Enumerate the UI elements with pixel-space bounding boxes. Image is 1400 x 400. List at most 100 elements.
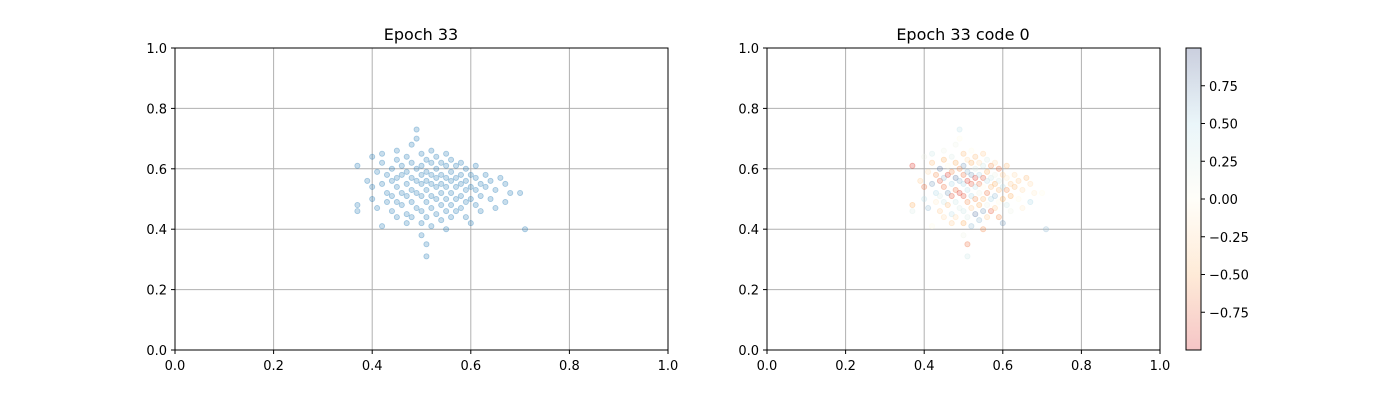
scatter-point <box>413 165 420 172</box>
scatter-point <box>995 199 1002 206</box>
x-tick-label: 0.2 <box>835 359 856 374</box>
scatter-point <box>517 189 524 196</box>
chart-right-frame <box>766 47 1161 351</box>
scatter-point <box>418 208 425 215</box>
scatter-point <box>369 183 376 190</box>
scatter-point <box>988 208 995 215</box>
chart-right-ticks: 0.0 0.2 0.4 0.6 0.8 1.0 0.0 0.2 0.4 0.6 0.8 1.0 <box>738 42 1170 374</box>
scatter-point <box>383 189 390 196</box>
scatter-point <box>443 226 450 233</box>
scatter-point <box>448 214 455 221</box>
scatter-point <box>972 174 979 181</box>
scatter-point <box>443 174 450 181</box>
scatter-point <box>952 199 959 206</box>
scatter-point <box>393 199 400 206</box>
scatter-point <box>1019 205 1026 212</box>
scatter-point <box>462 214 469 221</box>
scatter-point <box>999 220 1006 227</box>
scatter-point <box>408 159 415 166</box>
scatter-point <box>487 177 494 184</box>
x-tick-label: 0.0 <box>757 359 778 374</box>
x-tick-label: 0.4 <box>362 359 383 374</box>
scatter-point <box>917 177 924 184</box>
scatter-point <box>453 208 460 215</box>
scatter-point <box>374 168 381 175</box>
scatter-point <box>1011 171 1018 178</box>
scatter-point <box>438 202 445 209</box>
scatter-point <box>457 180 464 187</box>
scatter-point <box>438 171 445 178</box>
scatter-point <box>482 171 489 178</box>
scatter-point <box>418 171 425 178</box>
scatter-point <box>472 174 479 181</box>
scatter-point <box>968 159 975 166</box>
scatter-point <box>984 214 991 221</box>
y-tick-label: 0.6 <box>146 163 167 178</box>
scatter-point <box>1039 189 1046 196</box>
x-tick-label: 0.6 <box>992 359 1013 374</box>
scatter-point <box>379 180 386 187</box>
scatter-point <box>462 199 469 206</box>
scatter-point <box>968 180 975 187</box>
scatter-point <box>976 202 983 209</box>
scatter-point <box>936 192 943 199</box>
x-tick-label: 0.8 <box>559 359 580 374</box>
scatter-point <box>457 159 464 166</box>
scatter-point <box>995 186 1002 193</box>
scatter-point <box>999 183 1006 190</box>
scatter-point <box>433 183 440 190</box>
scatter-point <box>988 174 995 181</box>
scatter-point <box>443 195 450 202</box>
scatter-point <box>482 183 489 190</box>
scatter-point <box>354 208 361 215</box>
scatter-point <box>960 208 967 215</box>
scatter-point <box>1003 186 1010 193</box>
scatter-point <box>393 156 400 163</box>
scatter-point <box>502 180 509 187</box>
scatter-point <box>398 162 405 169</box>
scatter-point <box>443 208 450 215</box>
scatter-point <box>472 202 479 209</box>
chart-right-points <box>909 126 1050 260</box>
scatter-point <box>423 186 430 193</box>
scatter-point <box>492 186 499 193</box>
scatter-point <box>948 168 955 175</box>
chart-left-frame <box>174 47 669 351</box>
scatter-point <box>948 153 955 160</box>
colorbar-tick-label: −0.75 <box>1209 306 1249 321</box>
scatter-point <box>980 226 987 233</box>
scatter-point <box>398 202 405 209</box>
scatter-point <box>457 192 464 199</box>
scatter-point <box>354 202 361 209</box>
scatter-point <box>932 189 939 196</box>
scatter-point <box>932 199 939 206</box>
scatter-point <box>428 171 435 178</box>
scatter-point <box>403 192 410 199</box>
scatter-point <box>925 205 932 212</box>
scatter-point <box>393 147 400 154</box>
scatter-point <box>976 159 983 166</box>
scatter-point <box>379 223 386 230</box>
scatter-point <box>980 208 987 215</box>
scatter-point <box>418 162 425 169</box>
scatter-point <box>487 195 494 202</box>
scatter-point <box>984 156 991 163</box>
scatter-point <box>976 217 983 224</box>
scatter-point <box>964 186 971 193</box>
scatter-point <box>448 177 455 184</box>
scatter-point <box>940 214 947 221</box>
scatter-point <box>984 189 991 196</box>
scatter-point <box>980 183 987 190</box>
scatter-point <box>984 177 991 184</box>
scatter-point <box>995 214 1002 221</box>
scatter-point <box>972 153 979 160</box>
scatter-point <box>438 159 445 166</box>
scatter-point <box>991 171 998 178</box>
y-tick-label: 1.0 <box>738 42 759 57</box>
scatter-point <box>403 220 410 227</box>
scatter-point <box>403 168 410 175</box>
scatter-point <box>995 177 1002 184</box>
scatter-point <box>403 211 410 218</box>
scatter-point <box>433 165 440 172</box>
scatter-point <box>428 147 435 154</box>
